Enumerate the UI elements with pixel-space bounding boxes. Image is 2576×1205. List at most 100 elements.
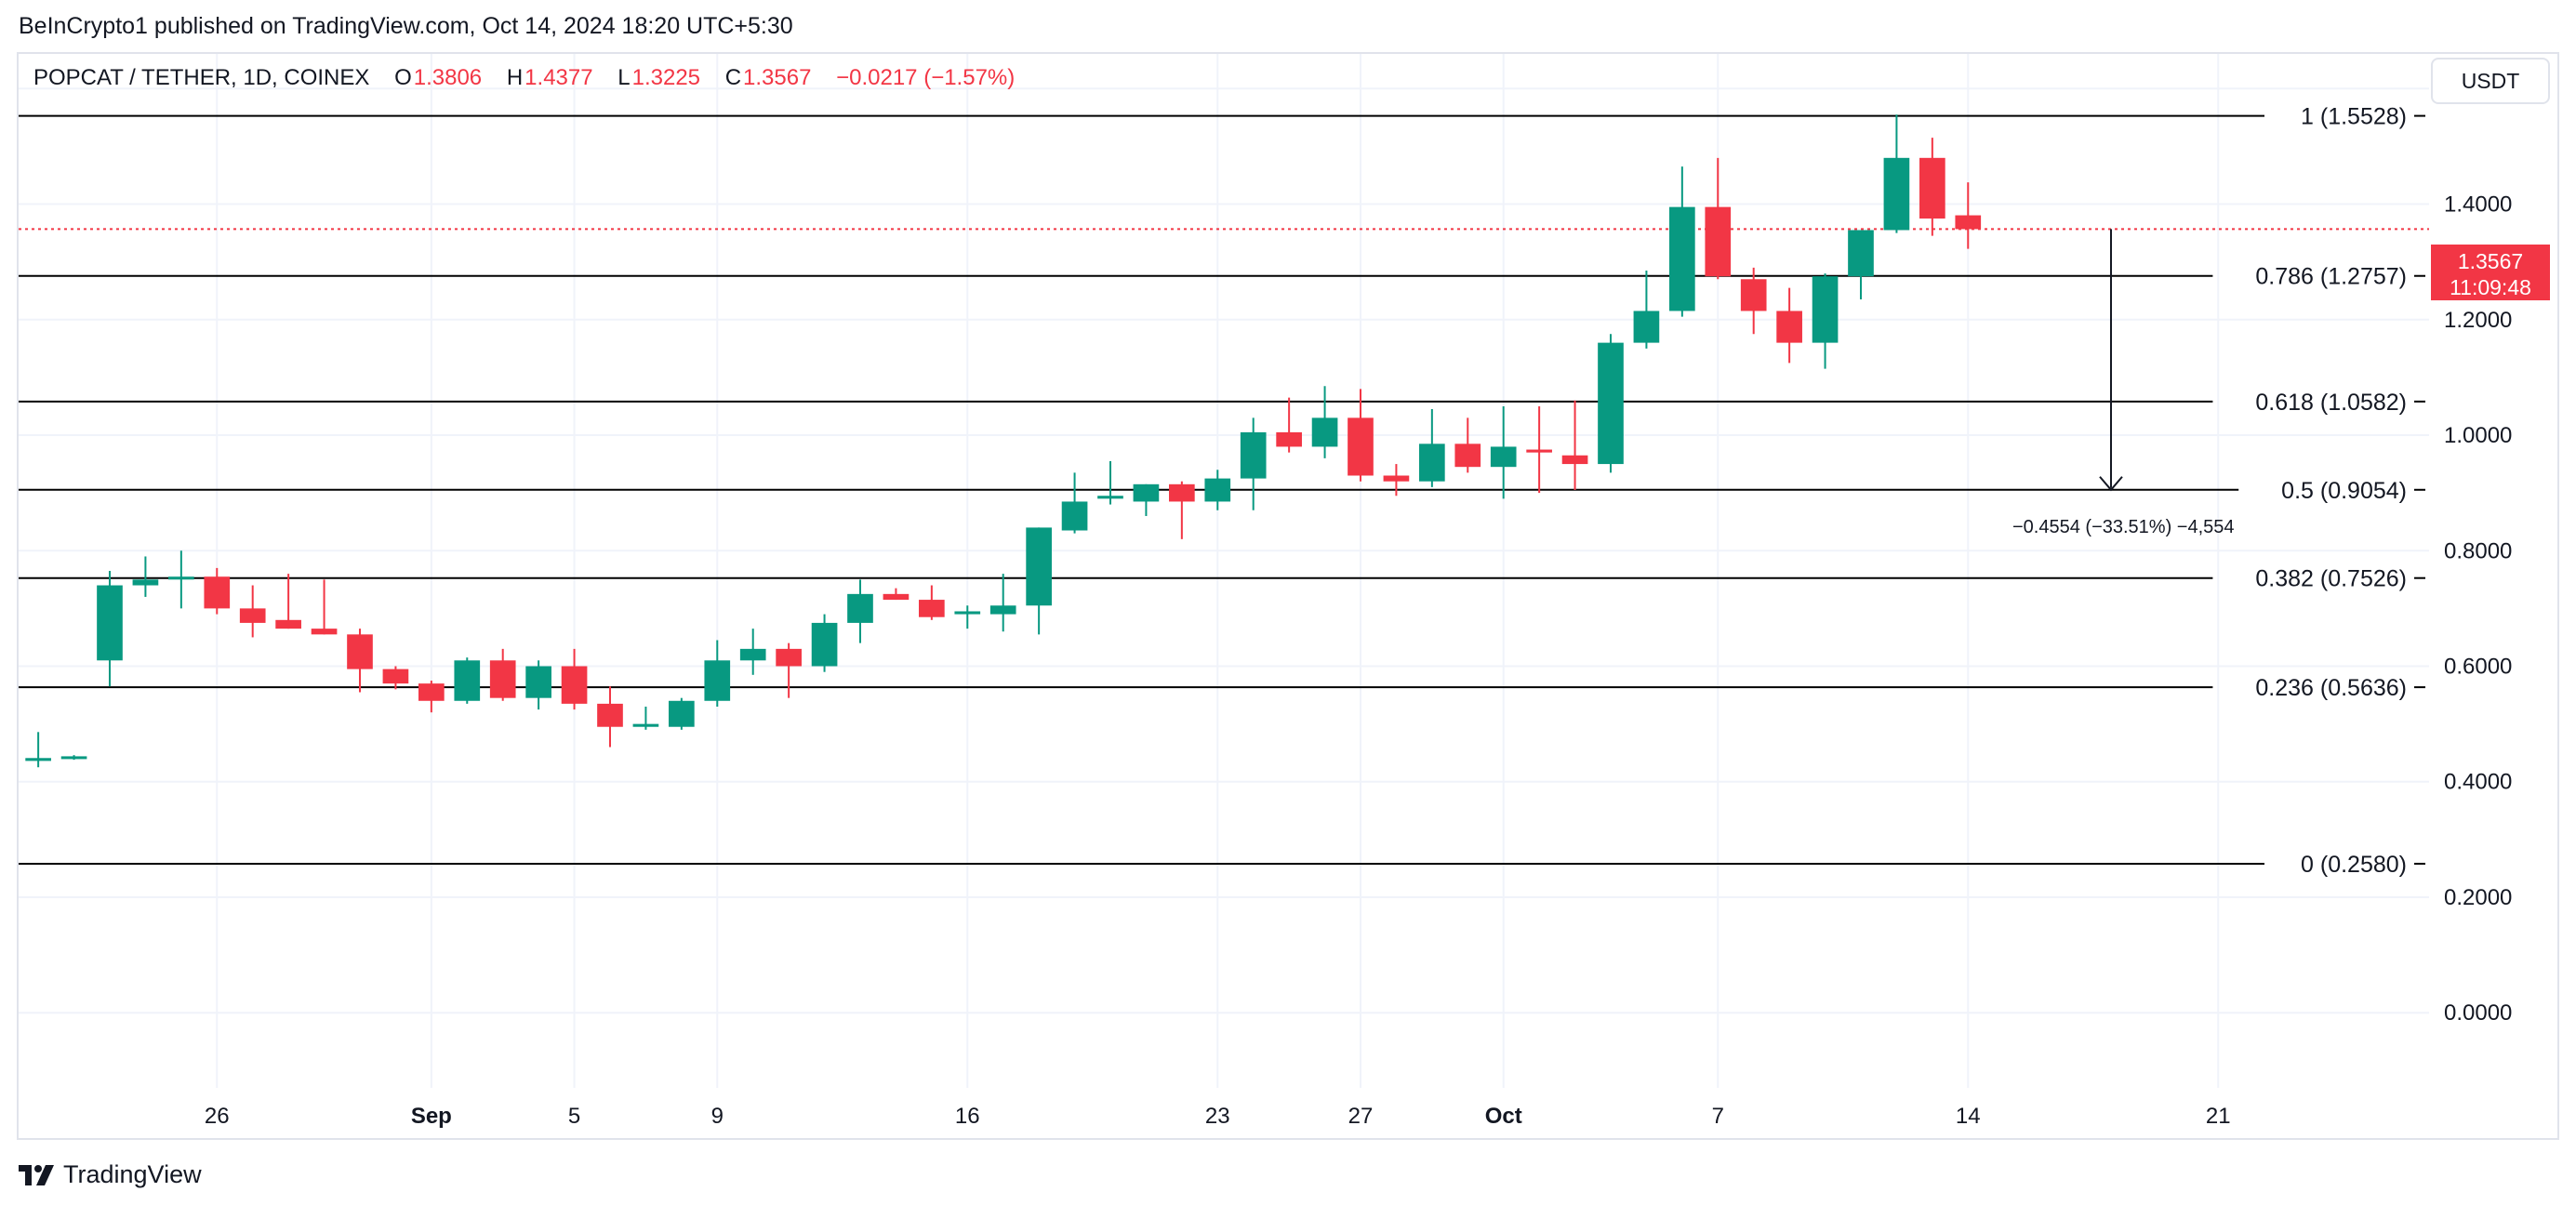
low-value: 1.3225	[631, 65, 701, 90]
bearish-candle	[1383, 464, 1410, 497]
bullish-candle	[25, 732, 51, 768]
measure-label: −0.4554 (−33.51%) −4,554	[2012, 517, 2235, 537]
open-value: 1.3806	[413, 65, 483, 90]
price-tick-label: 1.2000	[2444, 308, 2512, 333]
bearish-candle	[1776, 287, 1802, 364]
candle-body	[1598, 342, 1624, 465]
bullish-candle	[989, 574, 1016, 632]
bullish-candle	[1133, 483, 1160, 516]
bearish-candle	[418, 681, 445, 713]
candle-body	[347, 634, 373, 669]
bullish-candle	[168, 550, 194, 609]
candle-body	[1276, 431, 1302, 447]
candle-body	[954, 611, 981, 615]
candle-body	[1133, 483, 1160, 502]
candle-body	[1490, 446, 1517, 468]
candle-body	[1061, 501, 1088, 531]
candle-body	[454, 660, 481, 701]
candle-body	[1740, 279, 1767, 311]
bullish-candle	[525, 660, 551, 710]
bullish-candle	[1311, 386, 1338, 458]
candle-body	[1240, 431, 1267, 479]
bearish-candle	[347, 629, 373, 693]
candle-body	[1848, 230, 1874, 277]
candle-body	[739, 648, 766, 661]
chart-frame	[17, 52, 2559, 1140]
publisher-line: BeInCrypto1 published on TradingView.com…	[19, 13, 793, 39]
candle-body	[1026, 527, 1052, 606]
bullish-candle	[1812, 273, 1839, 369]
candle-body	[1526, 449, 1552, 453]
price-tick-label: 0.4000	[2444, 770, 2512, 795]
fib-level-label: 0.5 (0.9054)	[2281, 478, 2407, 504]
bearish-candle	[489, 648, 516, 701]
bullish-candle	[1598, 334, 1624, 473]
candle-body	[883, 593, 910, 601]
candle-body	[1955, 215, 1982, 230]
bullish-candle	[1633, 270, 1660, 349]
price-tick-label: 1.0000	[2444, 423, 2512, 448]
tradingview-logo[interactable]: TradingView	[19, 1160, 202, 1189]
bearish-candle	[275, 574, 301, 629]
candle-body	[1633, 311, 1660, 343]
date-tick-label: 26	[205, 1104, 230, 1129]
bullish-candle	[1883, 114, 1910, 233]
date-tick-label: Sep	[411, 1104, 452, 1129]
close-label: C	[724, 65, 742, 90]
bearish-candle	[883, 588, 910, 601]
candle-body	[1561, 455, 1588, 465]
candle-body	[1776, 311, 1802, 343]
date-tick-label: 23	[1205, 1104, 1230, 1129]
bullish-candle	[811, 614, 838, 672]
candle-body	[919, 600, 945, 617]
bullish-candle	[1848, 230, 1874, 300]
date-tick-label: 7	[1712, 1104, 1724, 1129]
candle-body	[489, 660, 516, 698]
bearish-candle	[382, 666, 409, 690]
candle-body	[1669, 206, 1695, 311]
bullish-candle	[704, 640, 731, 707]
currency-button[interactable]: USDT	[2431, 58, 2550, 104]
bullish-candle	[847, 579, 873, 643]
symbol-info: POPCAT / TETHER, 1D, COINEX O1.3806 H1.4…	[33, 65, 1016, 91]
price-axis: 1.60001.40001.20001.00000.80000.60000.40…	[2444, 76, 2512, 1026]
close-value: 1.3567	[743, 65, 812, 90]
price-tick-label: 0.6000	[2444, 655, 2512, 680]
bullish-candle	[1669, 166, 1695, 317]
candle-body	[632, 723, 659, 727]
bullish-candle	[97, 571, 123, 687]
candle-body	[704, 660, 731, 701]
date-tick-label: 14	[1956, 1104, 1981, 1129]
candle-body	[1883, 157, 1910, 231]
symbol-name[interactable]: POPCAT / TETHER, 1D, COINEX	[33, 65, 370, 90]
bullish-candle	[60, 755, 87, 761]
measure-tool: −0.4554 (−33.51%) −4,554	[2012, 229, 2235, 537]
candle-body	[382, 669, 409, 684]
candle-body	[1383, 475, 1410, 482]
high-value: 1.4377	[524, 65, 593, 90]
bearish-candle	[1955, 182, 1982, 249]
bullish-candle	[1097, 460, 1123, 505]
candle-body	[1919, 157, 1945, 219]
bearish-candle	[597, 686, 623, 748]
bullish-candle	[1419, 409, 1445, 487]
candle-body	[1204, 478, 1231, 502]
bearish-candle	[1561, 400, 1588, 491]
candles	[19, 114, 2429, 768]
bullish-candle	[669, 697, 695, 730]
date-tick-label: 16	[955, 1104, 980, 1129]
high-label: H	[506, 65, 524, 90]
candle-body	[1169, 483, 1195, 502]
bearish-candle	[1526, 405, 1552, 494]
candle-body	[1348, 417, 1374, 476]
bearish-candle	[1919, 138, 1945, 236]
bearish-candle	[1276, 397, 1302, 453]
date-tick-label: 21	[2206, 1104, 2231, 1129]
candle-body	[525, 666, 551, 698]
measure-arrow-head	[2099, 476, 2123, 492]
fib-level-label: 0 (0.2580)	[2301, 852, 2407, 878]
bearish-candle	[204, 567, 231, 615]
candle-body	[989, 605, 1016, 615]
bearish-candle	[561, 648, 588, 710]
